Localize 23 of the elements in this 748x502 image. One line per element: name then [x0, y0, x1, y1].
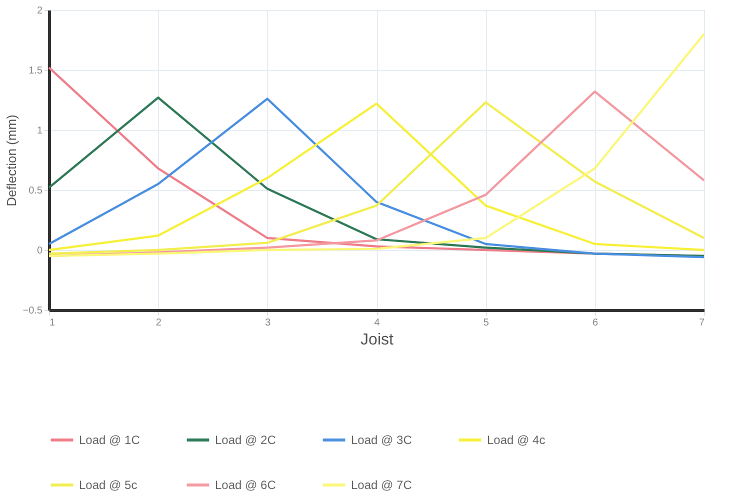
legend-label: Load @ 1C — [79, 433, 140, 447]
x-tick-label: 5 — [483, 318, 490, 328]
x-tick-label: 3 — [265, 318, 272, 328]
y-tick-label: 1.5 — [28, 66, 43, 76]
legend-label: Load @ 6C — [215, 478, 276, 492]
legend-label: Load @ 3C — [351, 433, 412, 447]
x-axis-title: Joist — [360, 332, 394, 348]
y-tick-label: 1 — [36, 126, 43, 136]
legend-label: Load @ 4c — [487, 433, 546, 447]
y-tick-label: 0 — [36, 246, 43, 256]
x-tick-label: 4 — [374, 318, 380, 328]
legend-label: Load @ 2C — [215, 433, 276, 447]
x-tick-label: 6 — [592, 318, 599, 328]
legend-label: Load @ 5c — [79, 478, 138, 492]
x-tick-label: 2 — [156, 318, 162, 328]
y-tick-label: 2 — [36, 6, 43, 16]
legend-label: Load @ 7C — [351, 478, 412, 492]
x-tick-label: 7 — [698, 318, 705, 328]
y-tick-label: −0.5 — [22, 306, 43, 316]
y-axis-title: Deflection (mm) — [4, 114, 19, 206]
line-series — [48, 32, 706, 258]
y-tick-label: 0.5 — [28, 186, 43, 196]
x-tick-label: 1 — [50, 318, 56, 328]
